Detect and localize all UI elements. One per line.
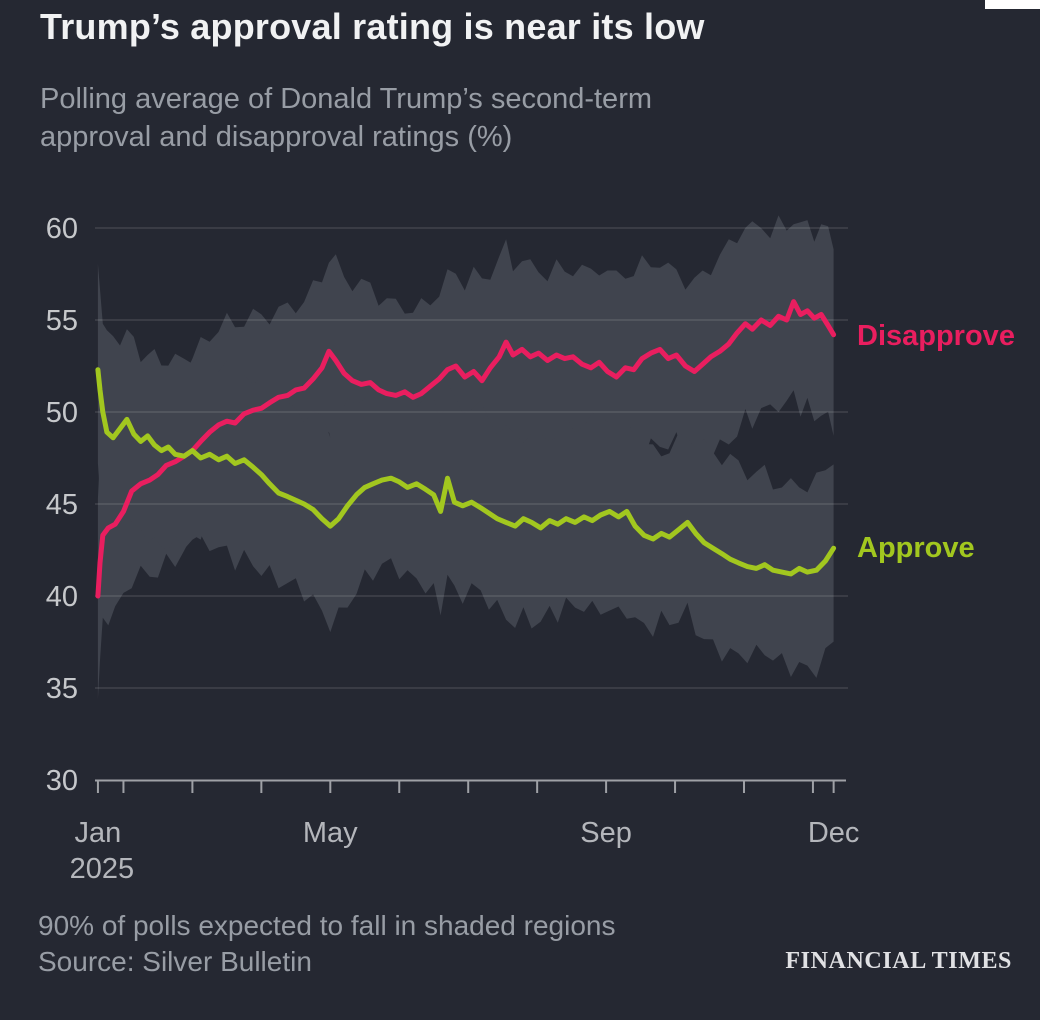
approve-series-label: Approve: [857, 532, 975, 564]
y-tick-label-45: 45: [46, 489, 78, 521]
x-tick-label-Sep: Sep: [580, 817, 632, 849]
chart-subtitle: Polling average of Donald Trump’s second…: [40, 83, 653, 154]
y-tick-label-50: 50: [46, 397, 78, 429]
band-note: 90% of polls expected to fall in shaded …: [38, 910, 616, 941]
chart-title: Trump’s approval rating is near its low: [40, 6, 705, 47]
y-tick-label-60: 60: [46, 213, 78, 245]
approve-line: [95, 367, 837, 577]
y-tick-label-55: 55: [46, 305, 78, 337]
y-tick-label-30: 30: [46, 765, 78, 797]
disapprove-line: [95, 299, 837, 599]
disapprove-series-label: Disapprove: [857, 320, 1015, 352]
x-tick-label-Jan: Jan: [75, 817, 122, 849]
y-tick-label-35: 35: [46, 673, 78, 705]
x-tick-label-May: May: [303, 817, 358, 849]
financial-times-logo: FINANCIAL TIMES: [785, 948, 1012, 974]
y-tick-label-40: 40: [46, 581, 78, 613]
x-tick-year-label: 2025: [70, 853, 135, 885]
source-note: Source: Silver Bulletin: [38, 946, 312, 977]
x-tick-label-Dec: Dec: [808, 817, 860, 849]
approve-band: [97, 263, 834, 678]
screen-corner-artifact: [985, 0, 1040, 9]
